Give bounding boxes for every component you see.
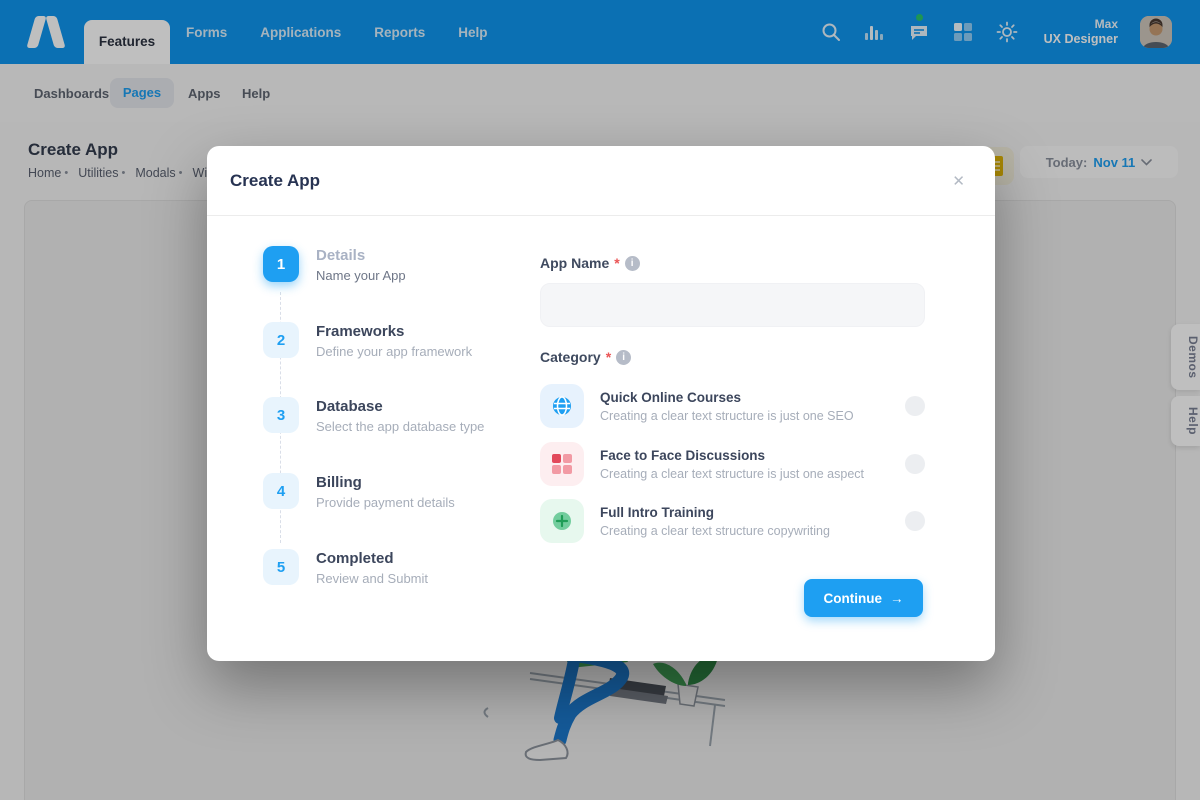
grid-icon[interactable] [952, 21, 974, 43]
user-info: Max UX Designer [1044, 17, 1118, 48]
search-icon[interactable] [820, 21, 842, 43]
page-title: Create App [28, 140, 119, 159]
wizard-step-details[interactable]: 1 Details Name your App [263, 246, 406, 283]
notification-dot [915, 14, 923, 21]
chevron-down-icon [1141, 158, 1153, 166]
breadcrumb-item[interactable]: Home [28, 166, 62, 180]
step-number: 2 [263, 322, 299, 358]
wizard-step-completed[interactable]: 5 Completed Review and Submit [263, 549, 428, 586]
category-option-full-intro-training[interactable]: Full Intro Training Creating a clear tex… [540, 499, 925, 543]
avatar[interactable] [1140, 16, 1172, 48]
arrow-right-icon: → [890, 590, 904, 606]
continue-label: Continue [823, 590, 883, 606]
option-title: Quick Online Courses [600, 389, 742, 405]
category-label: Category * i [540, 349, 632, 365]
bar-chart-icon[interactable] [864, 21, 886, 43]
subnav-item-help[interactable]: Help [242, 85, 271, 101]
modal-title: Create App [230, 170, 321, 190]
top-navbar: Features Forms Applications Reports Help… [0, 0, 1200, 64]
date-filter-label: Today: [1045, 154, 1088, 170]
user-role: UX Designer [1043, 31, 1118, 46]
required-mark: * [605, 349, 612, 365]
grid-red-icon [540, 442, 584, 486]
step-title: Database [316, 398, 383, 415]
step-number: 1 [263, 246, 299, 282]
category-option-quick-online-courses[interactable]: Quick Online Courses Creating a clear te… [540, 384, 925, 428]
option-desc: Creating a clear text structure is just … [600, 408, 854, 423]
step-number: 3 [263, 397, 299, 433]
badge-plus-icon [540, 499, 584, 543]
step-number: 5 [263, 549, 299, 585]
option-desc: Creating a clear text structure copywrit… [600, 523, 830, 538]
subnav-item-dashboards[interactable]: Dashboards [34, 85, 110, 101]
label-text: Category [540, 349, 601, 365]
info-icon[interactable]: i [624, 255, 640, 271]
step-title: Details [316, 247, 366, 264]
step-desc: Name your App [316, 268, 406, 283]
breadcrumb-separator: • [178, 167, 183, 179]
option-desc: Creating a clear text structure is just … [600, 466, 865, 481]
subnav-item-apps[interactable]: Apps [188, 85, 221, 101]
radio-button[interactable] [905, 511, 925, 531]
side-tab-demos[interactable]: Demos [1171, 324, 1200, 390]
breadcrumb-separator: • [121, 167, 126, 179]
date-filter-value: Nov 11 [1093, 154, 1136, 170]
chat-icon[interactable] [908, 14, 930, 43]
close-icon[interactable]: ✕ [952, 172, 965, 190]
sub-navbar: Dashboards Pages Apps Help [0, 64, 1200, 122]
user-name: Max [1094, 16, 1118, 31]
nav-tab-features[interactable]: Features [84, 20, 170, 64]
step-number: 4 [263, 473, 299, 509]
wizard-step-database[interactable]: 3 Database Select the app database type [263, 397, 484, 434]
info-icon[interactable]: i [616, 349, 632, 365]
category-option-face-to-face-discussions[interactable]: Face to Face Discussions Creating a clea… [540, 442, 925, 486]
radio-button[interactable] [905, 454, 925, 474]
continue-button[interactable]: Continue → [804, 579, 923, 617]
step-desc: Provide payment details [316, 495, 455, 510]
label-text: App Name [540, 255, 610, 271]
option-title: Face to Face Discussions [600, 447, 766, 463]
side-tab-help[interactable]: Help [1171, 396, 1200, 446]
breadcrumb-item[interactable]: Modals [135, 166, 176, 180]
globe-icon [540, 384, 584, 428]
nav-tab-reports[interactable]: Reports [374, 24, 426, 40]
breadcrumb-item[interactable]: Utilities [78, 166, 119, 180]
step-desc: Define your app framework [316, 344, 473, 359]
subnav-item-pages[interactable]: Pages [110, 78, 174, 108]
modal-header: Create App ✕ [207, 146, 995, 216]
sun-icon[interactable] [996, 21, 1018, 43]
radio-button[interactable] [905, 396, 925, 416]
nav-tab-applications[interactable]: Applications [260, 24, 342, 40]
required-mark: * [614, 255, 620, 271]
nav-tab-forms[interactable]: Forms [186, 24, 228, 40]
step-title: Billing [316, 474, 362, 491]
option-title: Full Intro Training [600, 504, 714, 520]
app-name-input[interactable] [540, 283, 925, 327]
nav-tab-help[interactable]: Help [458, 24, 488, 40]
step-desc: Select the app database type [316, 419, 485, 434]
wizard-step-frameworks[interactable]: 2 Frameworks Define your app framework [263, 322, 472, 359]
breadcrumb-separator: • [64, 167, 69, 179]
wizard-step-billing[interactable]: 4 Billing Provide payment details [263, 473, 455, 510]
date-filter[interactable]: Today: Nov 11 [1020, 146, 1178, 178]
step-title: Frameworks [316, 323, 405, 340]
app-name-label: App Name * i [540, 255, 640, 271]
create-app-modal: Create App ✕ 1 Details Name your App 2 F… [207, 146, 995, 661]
step-title: Completed [316, 550, 394, 567]
step-desc: Review and Submit [316, 571, 428, 586]
